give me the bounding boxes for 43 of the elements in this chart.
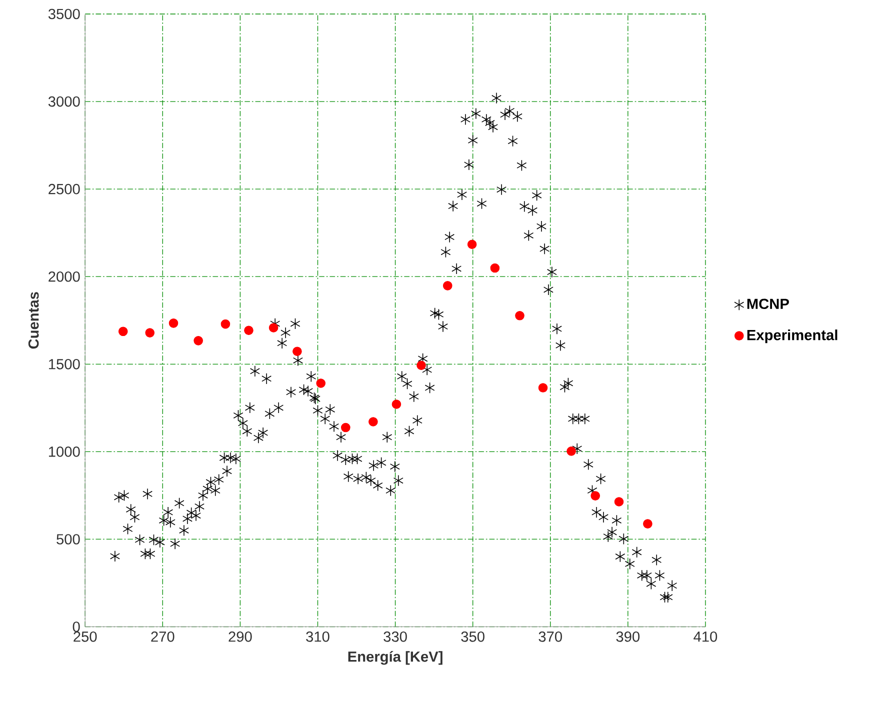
point — [538, 382, 548, 392]
point — [292, 346, 302, 356]
x-axis-title: Energía [KeV] — [348, 650, 442, 665]
y-tick-label: 1000 — [48, 446, 80, 457]
point — [416, 360, 426, 370]
y-tick-label: 2500 — [48, 184, 80, 194]
x-tick-label: 370 — [538, 631, 562, 642]
point — [244, 326, 254, 335]
point — [118, 326, 128, 336]
y-tick-label: 1500 — [48, 358, 80, 370]
point — [643, 518, 652, 528]
point — [590, 490, 600, 500]
point — [442, 280, 452, 290]
y-tick-label: 3500 — [48, 8, 80, 19]
point — [145, 328, 155, 338]
point — [341, 422, 350, 432]
x-tick-label: 290 — [228, 631, 252, 642]
point — [194, 336, 203, 346]
y-tick-label: 2000 — [48, 271, 80, 282]
point — [268, 322, 278, 332]
point — [316, 378, 326, 388]
y-tick-label: 500 — [56, 534, 80, 544]
x-tick-label: 390 — [616, 631, 640, 642]
x-tick-label: 270 — [151, 631, 174, 642]
legend-label: Experimental — [747, 329, 838, 343]
legend-label: MCNP — [747, 298, 789, 309]
point — [368, 416, 378, 426]
point — [515, 310, 524, 320]
point — [614, 496, 624, 506]
x-tick-label: 310 — [306, 631, 330, 642]
point — [467, 240, 477, 249]
point — [220, 319, 230, 329]
y-tick-label: 0 — [72, 621, 80, 632]
point — [490, 263, 500, 272]
point — [566, 446, 576, 456]
x-tick-label: 410 — [694, 631, 718, 642]
point — [392, 399, 402, 409]
y-axis-title: Cuentas — [28, 292, 39, 348]
x-tick-label: 330 — [384, 631, 407, 642]
x-tick-label: 350 — [461, 631, 484, 642]
x-tick-label: 250 — [74, 631, 97, 642]
y-tick-label: 3000 — [48, 96, 80, 106]
point — [168, 318, 178, 328]
